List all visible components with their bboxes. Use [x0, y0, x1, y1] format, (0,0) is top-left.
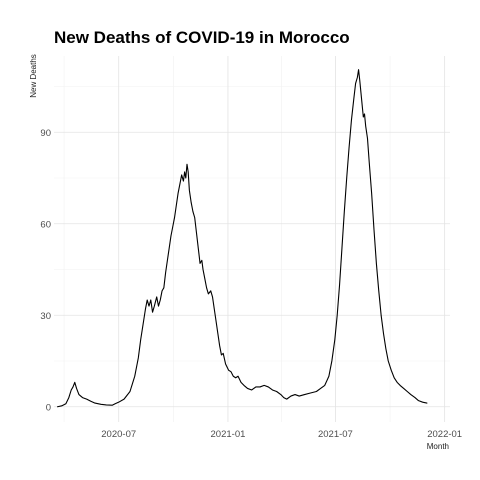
chart-title: New Deaths of COVID-19 in Morocco: [54, 28, 350, 47]
y-tick-label: 90: [40, 128, 51, 139]
x-tick-label: 2020-07: [101, 429, 136, 440]
series-line: [57, 69, 428, 408]
x-tick-label: 2021-07: [318, 429, 353, 440]
grid: [54, 56, 450, 422]
x-tick-label: 2022-01: [427, 429, 462, 440]
y-tick-label: 0: [46, 402, 51, 413]
y-tick-label: 60: [40, 219, 51, 230]
y-axis-title: New Deaths: [29, 54, 38, 98]
y-tick-label: 30: [40, 311, 51, 322]
tick-labels: 0 30 60 90 2020-07 2021-01 2021-07 2022-01: [40, 128, 462, 440]
x-tick-label: 2021-01: [211, 429, 246, 440]
series-layer: [57, 69, 428, 408]
x-axis-title: Month: [427, 442, 449, 451]
